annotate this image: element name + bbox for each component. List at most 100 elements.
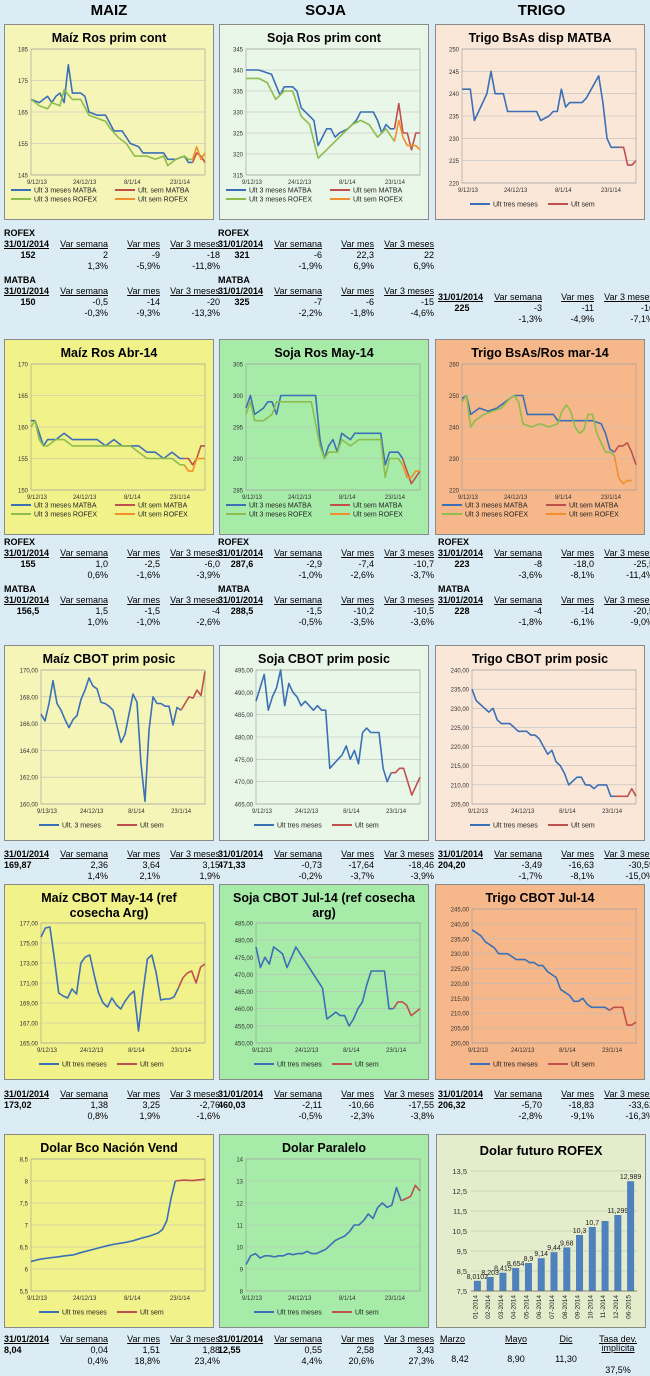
stat-header: Var mes (127, 548, 160, 558)
stat-percent: 6,9% (353, 261, 374, 271)
y-tick-label: 315 (233, 174, 244, 180)
stat-value: -14 (146, 297, 160, 307)
stat-value: 460,03 (218, 1100, 246, 1110)
stat-header: Var 3 meses (384, 239, 434, 249)
y-tick-label: 220 (449, 489, 460, 495)
y-tick-label: 160,00 (20, 803, 39, 809)
stat-value: -10,2 (353, 606, 374, 616)
x-tick-label: 24/12/13 (73, 1296, 97, 1302)
stat-header: Var mes (561, 849, 594, 859)
y-tick-label: 170,00 (20, 669, 39, 675)
legend-label: Ult sem MATBA (569, 503, 619, 510)
data-label: 11,299 (607, 1208, 628, 1215)
line-chart: 145 155 165 175 185 9/12/13 24/12/13 8/1/14 23/1… (11, 48, 206, 204)
stat-percent: 4,4% (301, 1356, 322, 1366)
chart-title: Maíz CBOT prim posic (42, 652, 176, 666)
x-tick-label: 8/1/14 (339, 495, 356, 501)
stat-percent: -15,0% (625, 871, 650, 881)
line-chart: 285 290 295 300 305 9/12/13 24/12/13 8/1/14 23/1… (226, 363, 421, 519)
legend-label: Ult tres meses (493, 202, 538, 209)
plot-area (461, 48, 637, 184)
stat-header: 31/01/2014 (218, 1089, 264, 1099)
market-label: ROFEX (438, 537, 470, 547)
y-tick-label: 470,00 (235, 780, 254, 786)
market-label: ROFEX (218, 537, 250, 547)
y-tick-label: 285 (233, 489, 244, 495)
x-tick-label: 9/12/13 (27, 495, 48, 501)
x-tick-label: 8/1/14 (124, 495, 141, 501)
stat-percent: -3,9% (196, 570, 220, 580)
stat-value: -6 (365, 297, 374, 307)
stat-header: Var mes (127, 595, 160, 605)
y-tick-label: 245,00 (451, 908, 470, 914)
x-tick-label: 9/12/13 (458, 495, 479, 501)
stat-value: 3,15 (202, 860, 220, 870)
stat-header: Var semana (494, 548, 542, 558)
stat-header: Var mes (561, 548, 594, 558)
stat-value: 22,3 (356, 250, 374, 260)
stat-header: Var mes (341, 286, 374, 296)
stat-percent: 6,9% (413, 261, 434, 271)
stat-value: -10,7 (413, 559, 434, 569)
x-tick-label: 03-2014 (498, 1295, 505, 1319)
stat-percent: 0,4% (87, 1356, 108, 1366)
stat-header: 31/01/2014 (218, 239, 264, 249)
y-tick-label: 475,00 (235, 758, 254, 764)
stat-header: 31/01/2014 (4, 239, 50, 249)
stat-value: -20 (206, 297, 220, 307)
stat-percent: -8,1% (570, 570, 594, 580)
stat-value: -2,76 (199, 1100, 220, 1110)
stat-value: -11 (581, 303, 594, 313)
stat-value: 11,30 (555, 1354, 577, 1364)
x-tick-label: 8/1/14 (128, 1048, 145, 1054)
stat-header: 31/01/2014 (438, 595, 484, 605)
y-tick-label: 8 (25, 1180, 29, 1186)
stat-value: 8,90 (507, 1354, 525, 1364)
stat-header: Var 3 meses (384, 849, 434, 859)
x-tick-label: 9/12/13 (27, 180, 48, 186)
stat-value: 156,5 (16, 606, 40, 616)
line-chart: 465,00 470,00 475,00 480,00 485,00 490,00 495,… (235, 669, 421, 830)
series-line (401, 458, 421, 485)
x-tick-label: 10-2014 (587, 1295, 594, 1319)
stat-value: 12,55 (218, 1345, 241, 1355)
stat-percent: -2,2% (298, 308, 322, 318)
stat-header: Var semana (494, 849, 542, 859)
y-tick-label: 230,00 (451, 952, 470, 958)
stat-value: 225 (454, 303, 470, 313)
market-label: MATBA (438, 584, 470, 594)
stat-header: Tasa dev. (599, 1334, 637, 1344)
data-label: 8,654 (507, 1261, 525, 1268)
x-tick-label: 9/12/13 (252, 809, 273, 815)
chart-panel: Trigo CBOT prim posic 205,00 210,00 215,00 2… (435, 645, 645, 841)
y-tick-label: 5,5 (20, 1290, 29, 1296)
stat-value: 150 (20, 297, 36, 307)
stat-percent: 18,8% (134, 1356, 160, 1366)
x-tick-label: 9/12/13 (468, 1048, 489, 1054)
legend-label: Ult sem ROFEX (569, 512, 619, 519)
legend-label: Ult sem MATBA (353, 188, 403, 195)
x-tick-label: 02-2014 (485, 1295, 492, 1319)
y-tick-label: 11,5 (453, 1207, 467, 1216)
stat-value: 2,36 (90, 860, 108, 870)
legend-label: Ult tres meses (493, 1062, 538, 1069)
y-tick-label: 455,00 (235, 1024, 254, 1030)
line-chart: 450,00 455,00 460,00 465,00 470,00 475,00 480,… (235, 922, 421, 1069)
y-tick-label: 235 (449, 115, 460, 121)
x-tick-label: 05-2014 (523, 1295, 530, 1319)
y-tick-label: 168,00 (20, 695, 39, 701)
y-tick-label: 235,00 (451, 937, 470, 943)
chart-panel: Trigo CBOT Jul-14 200,00 205,00 210,00 215,0… (435, 884, 645, 1080)
x-tick-label: 24/12/13 (511, 809, 535, 815)
legend-label: Ult sem (140, 1062, 164, 1069)
stat-value: 1,88 (202, 1345, 220, 1355)
stat-percent: -1,3% (518, 314, 542, 324)
legend-label: Ult tres meses (62, 1062, 107, 1069)
stat-percent: -3,9% (410, 871, 434, 881)
market-label: MATBA (4, 584, 36, 594)
bar (627, 1181, 635, 1291)
line-chart: 150 155 160 165 170 9/12/13 24/12/13 8/1/14 23/1… (11, 363, 206, 519)
data-label: 9,44 (547, 1245, 561, 1252)
stat-percent: -1,6% (136, 570, 160, 580)
market-label: MATBA (4, 275, 36, 285)
